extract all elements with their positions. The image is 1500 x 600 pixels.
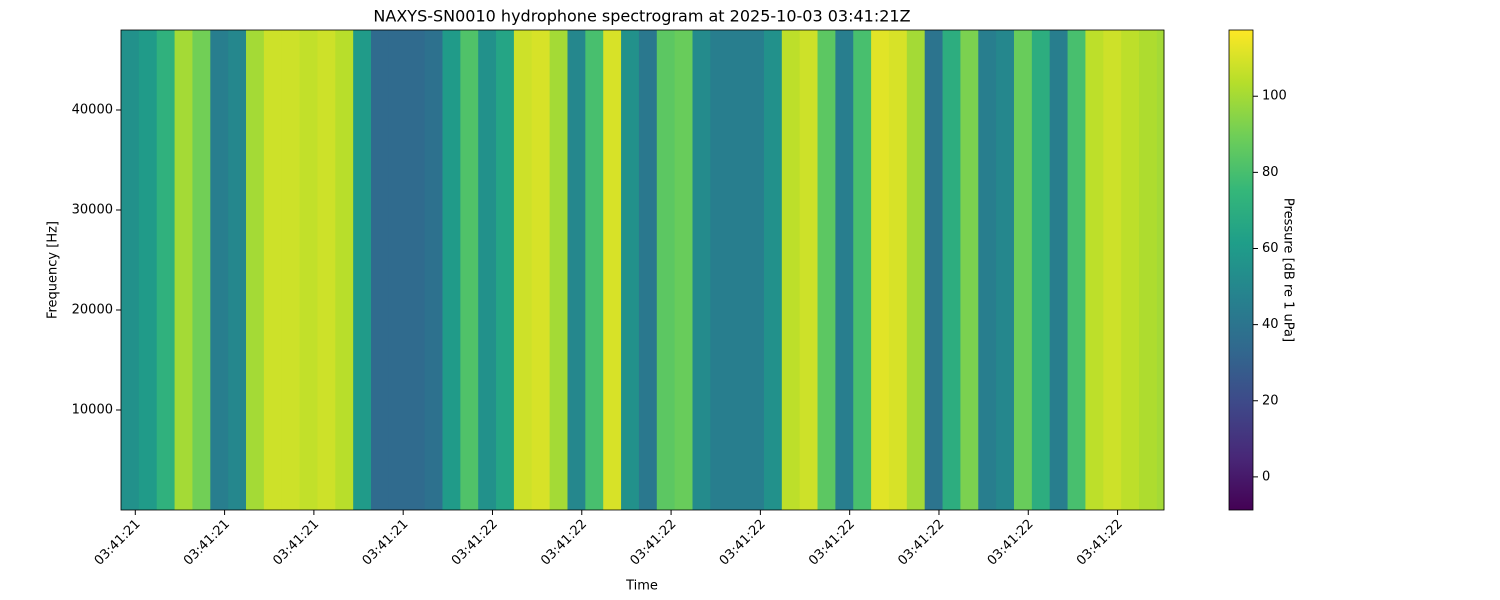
colorbar-tick-label: 40 — [1262, 317, 1279, 332]
spectrogram-cell — [746, 30, 765, 510]
spectrogram-cell — [174, 30, 193, 510]
spectrogram-cell — [388, 30, 408, 510]
spectrogram-cell — [496, 30, 515, 510]
y-tick-label: 30000 — [72, 203, 113, 218]
spectrogram-cell — [763, 30, 783, 510]
y-tick-label: 10000 — [72, 403, 113, 418]
spectrogram-cell — [638, 30, 658, 510]
spectrogram-cell — [996, 30, 1015, 510]
spectrogram-cell — [781, 30, 801, 510]
spectrogram-cell — [853, 30, 872, 510]
spectrogram-cell — [1085, 30, 1104, 510]
spectrogram-cell — [192, 30, 211, 510]
spectrogram-cell — [1049, 30, 1069, 510]
x-tick-label: 03:41:21 — [92, 517, 144, 569]
spectrogram-cell — [621, 30, 640, 510]
spectrogram-cell — [281, 30, 301, 510]
spectrogram-cell — [460, 30, 479, 510]
spectrogram-cell — [246, 30, 265, 510]
spectrogram-cell — [531, 30, 551, 510]
colorbar-tick-label: 60 — [1262, 241, 1279, 256]
spectrogram-cell — [424, 30, 443, 510]
spectrogram-cell — [603, 30, 622, 510]
x-tick-label: 03:41:22 — [895, 517, 947, 569]
spectrogram-cell — [924, 30, 944, 510]
spectrogram-cell — [1138, 30, 1158, 510]
y-axis-label: Frequency [Hz] — [46, 221, 61, 319]
x-tick-label: 03:41:22 — [538, 517, 590, 569]
spectrogram-cell — [656, 30, 676, 510]
x-tick-label: 03:41:22 — [717, 517, 769, 569]
spectrogram-cell — [835, 30, 854, 510]
spectrogram-cell — [263, 30, 283, 510]
spectrogram-cell — [210, 30, 229, 510]
x-tick-label: 03:41:22 — [449, 517, 501, 569]
spectrogram-cell — [406, 30, 426, 510]
spectrogram-cell — [1031, 30, 1051, 510]
spectrogram-cell — [817, 30, 836, 510]
spectrogram-cell — [1013, 30, 1033, 510]
x-tick-label: 03:41:21 — [360, 517, 412, 569]
spectrogram-cell — [906, 30, 926, 510]
spectrogram-cell — [228, 30, 247, 510]
x-tick-label: 03:41:21 — [181, 517, 233, 569]
spectrogram-cell — [960, 30, 979, 510]
y-tick-label: 20000 — [72, 303, 113, 318]
colorbar-label: Pressure [dB re 1 uPa] — [1281, 198, 1296, 342]
colorbar — [1228, 29, 1254, 511]
spectrogram-cell — [442, 30, 461, 510]
chart-title: NAXYS-SN0010 hydrophone spectrogram at 2… — [373, 7, 910, 26]
spectrogram-cell — [121, 30, 140, 510]
x-axis-label: Time — [625, 579, 658, 594]
spectrogram-cell — [710, 30, 729, 510]
spectrogram-cell — [299, 30, 318, 510]
spectrogram-cell — [371, 30, 390, 510]
x-tick-label: 03:41:22 — [806, 517, 858, 569]
spectrogram-cell — [1067, 30, 1086, 510]
spectrogram-cell — [138, 30, 158, 510]
spectrogram-cell — [156, 30, 176, 510]
x-tick-label: 03:41:21 — [270, 517, 322, 569]
colorbar-tick-label: 20 — [1262, 393, 1279, 408]
spectrogram-cell — [353, 30, 372, 510]
plot-frame — [120, 29, 1165, 511]
x-tick-label: 03:41:22 — [627, 517, 679, 569]
spectrogram-cell — [1156, 30, 1165, 510]
spectrogram-cell — [513, 30, 533, 510]
spectrogram-cell — [728, 30, 747, 510]
spectrogram-cell — [585, 30, 604, 510]
spectrogram-cell — [942, 30, 961, 510]
spectrogram-cell — [549, 30, 568, 510]
x-tick-label: 03:41:22 — [985, 517, 1037, 569]
colorbar-tick-label: 100 — [1262, 89, 1287, 104]
y-tick-label: 40000 — [72, 103, 113, 118]
spectrogram-cell — [871, 30, 890, 510]
colorbar-tick-label: 0 — [1262, 469, 1270, 484]
spectrogram-cell — [335, 30, 354, 510]
spectrogram-cell — [978, 30, 997, 510]
x-tick-label: 03:41:22 — [1074, 517, 1126, 569]
spectrogram-cell — [888, 30, 908, 510]
spectrogram-cell — [478, 30, 497, 510]
spectrogram-cell — [1121, 30, 1140, 510]
colorbar-tick-label: 80 — [1262, 165, 1279, 180]
spectrogram-cell — [317, 30, 336, 510]
spectrogram-cell — [692, 30, 711, 510]
spectrogram-cell — [674, 30, 694, 510]
spectrogram-cell — [567, 30, 586, 510]
spectrogram-cell — [799, 30, 819, 510]
spectrogram-cell — [1103, 30, 1122, 510]
